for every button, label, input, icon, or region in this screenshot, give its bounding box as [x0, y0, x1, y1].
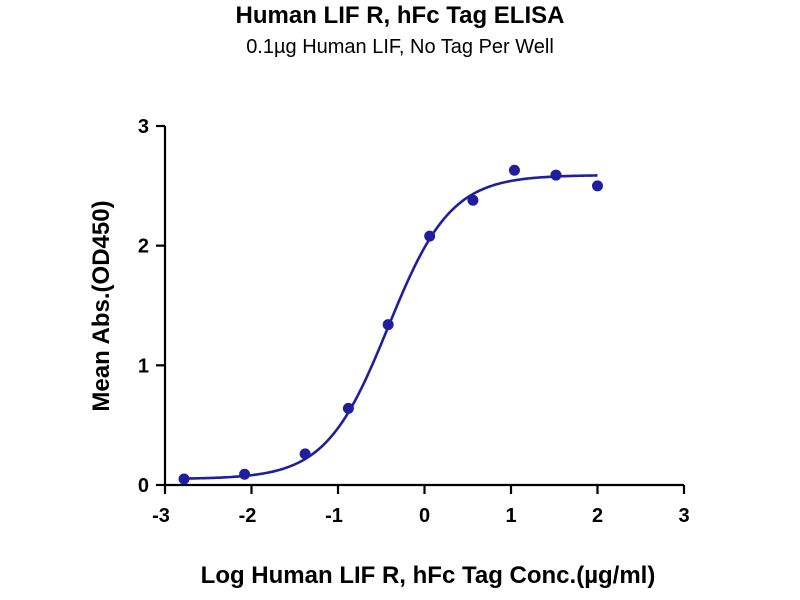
- chart-subtitle: 0.1µg Human LIF, No Tag Per Well: [246, 36, 554, 58]
- x-tick-label: 0: [419, 505, 430, 527]
- y-tick-label: 1: [138, 355, 149, 377]
- data-point: [467, 194, 479, 206]
- x-axis-label: Log Human LIF R, hFc Tag Conc.(µg/ml): [200, 562, 656, 589]
- data-point: [299, 448, 311, 460]
- data-points-layer: [178, 164, 603, 485]
- data-point: [508, 164, 520, 176]
- data-point: [239, 468, 251, 480]
- y-tick-label: 0: [138, 475, 149, 497]
- x-tick-label: -2: [239, 505, 257, 527]
- x-tick-label: -1: [325, 505, 343, 527]
- y-axis-label: Mean Abs.(OD450): [88, 200, 115, 412]
- data-point: [178, 473, 190, 485]
- chart-title: Human LIF R, hFc Tag ELISA: [235, 2, 565, 29]
- y-tick-label: 3: [138, 116, 149, 138]
- data-point: [424, 230, 436, 242]
- y-tick-label: 2: [138, 236, 149, 258]
- data-point: [592, 180, 603, 192]
- chart-axes: 0 1 2 3 -3 -2 -1 0 1 2 3: [138, 116, 690, 527]
- x-tick-label: 3: [678, 505, 689, 527]
- x-tick-label: 1: [505, 505, 516, 527]
- x-tick-label: 2: [592, 505, 603, 527]
- x-tick-label: -3: [152, 505, 170, 527]
- data-point: [342, 402, 354, 414]
- data-point: [550, 169, 562, 181]
- data-point: [382, 319, 394, 331]
